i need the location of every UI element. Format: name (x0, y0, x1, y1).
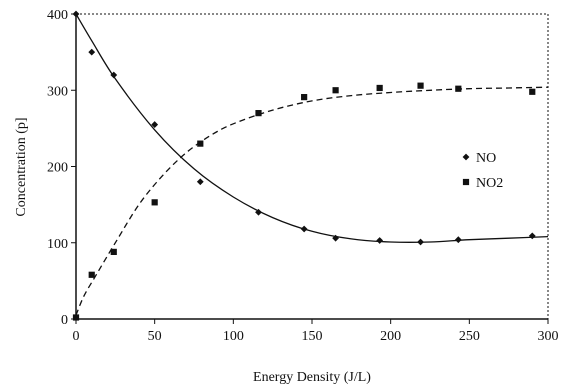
plot-frame (75, 13, 549, 320)
data-point-no2 (110, 248, 117, 255)
legend-label-no2: NO2 (476, 176, 503, 191)
x-axis-title: Energy Density (J/L) (253, 370, 371, 385)
legend: NO NO2 (462, 151, 503, 191)
legend-symbol-no2 (462, 178, 470, 186)
data-point-no (88, 48, 96, 56)
data-point-no (300, 225, 308, 233)
fit-line-no (75, 13, 549, 243)
data-point-no2 (529, 88, 536, 95)
data-point-no (454, 236, 462, 244)
y-ticks: 0 100 200 300 400 (47, 8, 76, 328)
x-tick-label: 50 (148, 329, 162, 344)
y-tick-label: 200 (47, 161, 68, 176)
data-point-no2 (376, 84, 383, 92)
y-tick-label: 0 (61, 313, 68, 328)
y-tick-label: 400 (47, 8, 68, 23)
fit-line-no2 (75, 86, 549, 316)
data-point-no2 (455, 85, 462, 92)
y-axis-title: Concentration (p] (14, 117, 29, 216)
data-point-no2 (301, 94, 308, 101)
legend-symbol-no (462, 153, 470, 161)
data-point-no (255, 208, 262, 216)
data-point-no2 (151, 199, 158, 206)
data-point-no (417, 238, 424, 246)
data-point-no (110, 71, 118, 79)
data-point-no (528, 232, 536, 240)
y-tick-label: 300 (47, 84, 68, 99)
x-tick-label: 150 (302, 329, 323, 344)
data-point-no2 (332, 87, 339, 94)
data-point-no2 (197, 140, 204, 147)
x-ticks: 0 50 100 150 200 250 300 (73, 319, 559, 344)
fit-curves (75, 13, 549, 316)
data-point-no2 (417, 82, 424, 89)
x-tick-label: 300 (538, 329, 559, 344)
legend-label-no: NO (476, 151, 496, 166)
x-tick-label: 0 (73, 329, 80, 344)
legend-marker-no (462, 153, 470, 161)
data-point-no (376, 237, 384, 244)
legend-marker-no2 (462, 178, 470, 186)
data-point-no (151, 121, 159, 128)
data-point-no (332, 234, 339, 242)
x-tick-label: 250 (459, 329, 480, 344)
data-point-no2 (88, 271, 95, 278)
y-tick-label: 100 (47, 237, 68, 252)
data-point-no2 (255, 110, 262, 117)
data-point-no2 (72, 314, 80, 321)
x-tick-label: 200 (380, 329, 401, 344)
data-point-no (196, 178, 204, 186)
x-tick-label: 100 (223, 329, 244, 344)
data-points (72, 10, 536, 321)
data-point-no (72, 10, 80, 18)
